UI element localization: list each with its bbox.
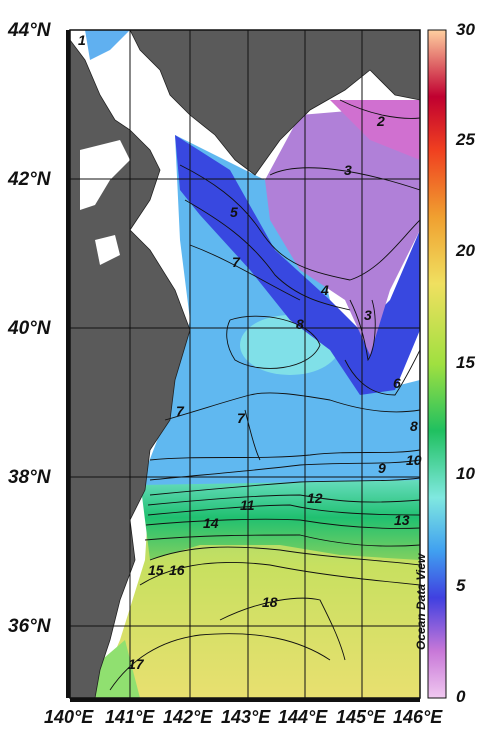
contour-label: 2 — [377, 113, 385, 129]
lat-label-38n: 38°N — [8, 467, 51, 488]
contour-label: 11 — [240, 497, 255, 513]
contour-label: 8 — [296, 316, 304, 332]
contour-label: 6 — [393, 375, 401, 391]
contour-label: 3 — [364, 307, 372, 323]
contour-label: 18 — [262, 594, 278, 610]
contour-label: 7 — [232, 254, 240, 270]
contour-label: 13 — [394, 512, 410, 528]
lon-label-145e: 145°E — [336, 707, 386, 727]
contour-label: 17 — [128, 656, 144, 672]
graticule — [70, 30, 420, 698]
lat-label-36n: 36°N — [8, 616, 51, 637]
colorbar-tick-15: 15 — [456, 353, 475, 372]
lon-label-144e: 144°E — [278, 707, 328, 727]
lat-label-40n: 40°N — [8, 318, 51, 339]
contour-label: 10 — [406, 452, 422, 468]
colorbar-tick-25: 25 — [456, 130, 475, 149]
contour-label: 3 — [344, 162, 352, 178]
contour-label: 1 — [78, 32, 86, 48]
lon-label-141e: 141°E — [105, 707, 155, 727]
lon-label-146e: 146°E — [393, 707, 443, 727]
colorbar-tick-20: 20 — [456, 241, 475, 260]
lon-label-143e: 143°E — [221, 707, 271, 727]
lat-label-44n: 44°N — [8, 20, 51, 41]
contour-label: 4 — [321, 282, 329, 298]
hokkaido-land — [129, 30, 420, 176]
colorbar-tick-10: 10 — [456, 464, 475, 483]
contour-label: 5 — [230, 204, 238, 220]
contour-label: 12 — [307, 490, 323, 506]
contour-label: 7 — [237, 410, 245, 426]
contour-label: 15 — [148, 562, 164, 578]
colorbar-tick-30: 30 — [456, 20, 475, 39]
contour-label: 7 — [176, 403, 184, 419]
lon-label-140e: 140°E — [44, 707, 94, 727]
odv-watermark: Ocean Data View — [414, 553, 428, 650]
colorbar-tick-5: 5 — [456, 576, 466, 595]
colorbar-tick-0: 0 — [456, 687, 466, 706]
lat-label-42n: 42°N — [8, 169, 51, 190]
contour-label: 16 — [169, 562, 185, 578]
colorbar — [427, 29, 447, 699]
contour-label: 14 — [203, 515, 219, 531]
contour-label: 8 — [410, 418, 418, 434]
frontal-zone — [140, 475, 420, 560]
lon-label-142e: 142°E — [163, 707, 213, 727]
contour-label: 9 — [378, 460, 386, 476]
